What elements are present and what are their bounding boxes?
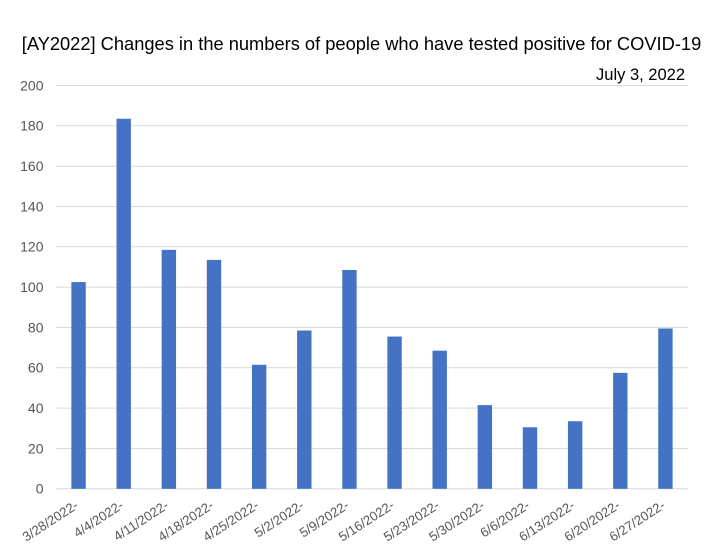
svg-text:120: 120 [20, 239, 44, 255]
svg-text:20: 20 [28, 440, 44, 456]
svg-text:[AY2022] Changes in the number: [AY2022] Changes in the numbers of peopl… [22, 33, 702, 54]
svg-text:July 3, 2022: July 3, 2022 [596, 66, 685, 84]
svg-text:100: 100 [20, 279, 44, 295]
svg-text:40: 40 [28, 400, 44, 416]
svg-text:140: 140 [20, 198, 44, 214]
svg-text:0: 0 [36, 481, 44, 497]
svg-text:200: 200 [20, 77, 44, 93]
svg-text:60: 60 [28, 360, 44, 376]
svg-text:180: 180 [20, 118, 44, 134]
svg-text:80: 80 [28, 319, 44, 335]
svg-text:160: 160 [20, 158, 44, 174]
